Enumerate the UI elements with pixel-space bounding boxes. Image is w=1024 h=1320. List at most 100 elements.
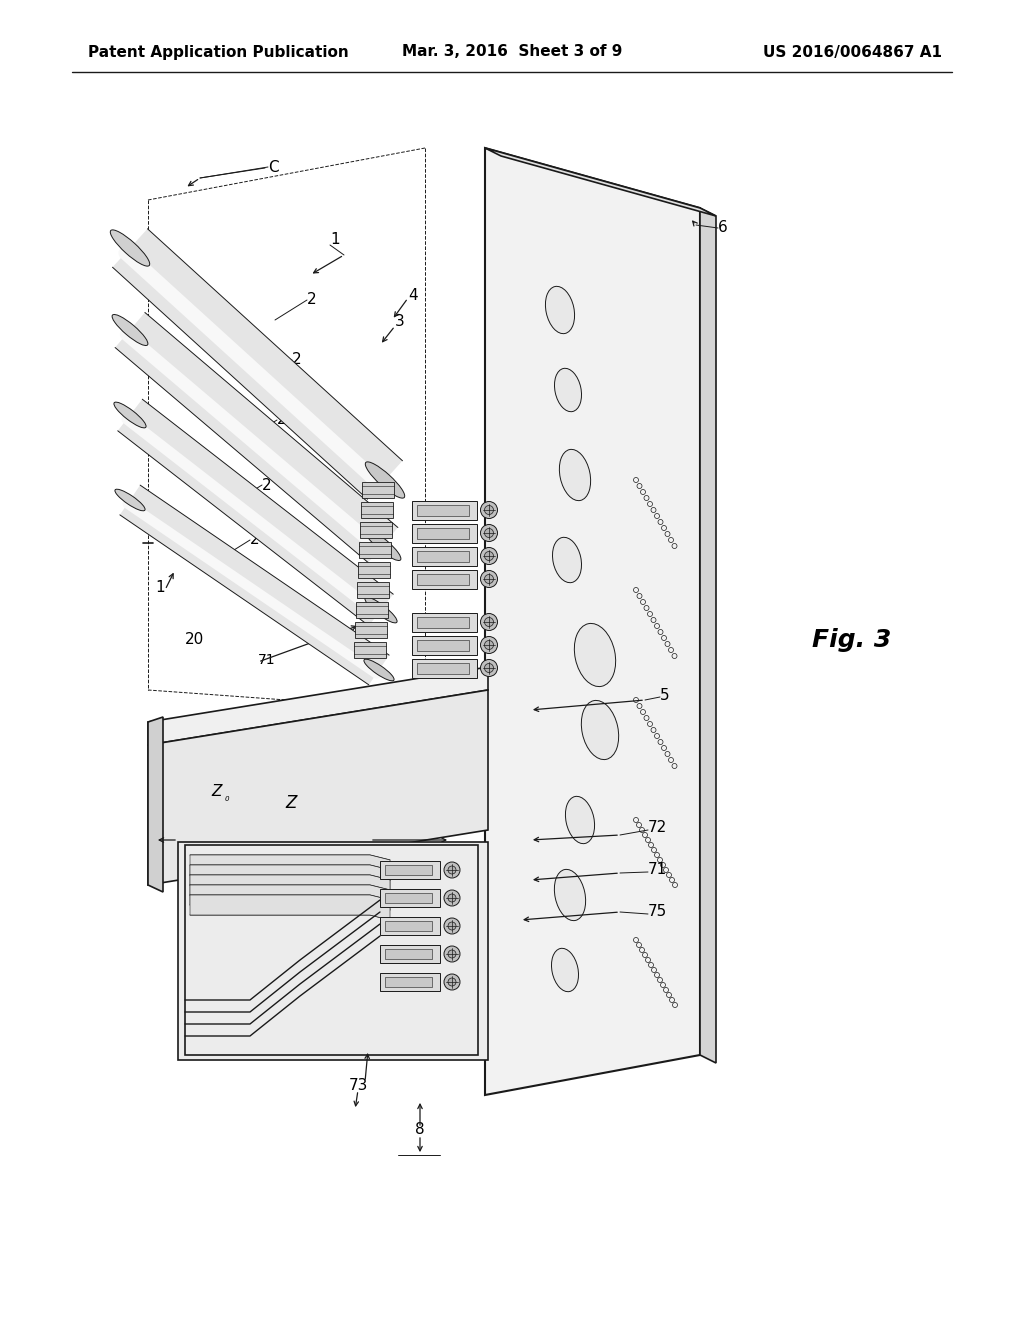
- Bar: [359, 543, 391, 558]
- Polygon shape: [380, 888, 440, 907]
- Polygon shape: [417, 504, 469, 516]
- Ellipse shape: [111, 230, 150, 267]
- Circle shape: [444, 974, 460, 990]
- Ellipse shape: [115, 490, 145, 511]
- Bar: [360, 521, 392, 539]
- Circle shape: [480, 524, 498, 541]
- Ellipse shape: [554, 368, 582, 412]
- Bar: [355, 622, 387, 638]
- Ellipse shape: [574, 623, 615, 686]
- Circle shape: [480, 548, 498, 565]
- Polygon shape: [385, 865, 432, 875]
- Polygon shape: [190, 875, 390, 900]
- Polygon shape: [417, 616, 469, 627]
- Circle shape: [484, 506, 494, 515]
- Circle shape: [444, 890, 460, 906]
- Circle shape: [449, 950, 456, 958]
- Circle shape: [484, 528, 494, 537]
- Circle shape: [444, 862, 460, 878]
- Polygon shape: [190, 855, 390, 880]
- Polygon shape: [190, 895, 390, 920]
- Polygon shape: [412, 524, 477, 543]
- Text: 2: 2: [292, 352, 302, 367]
- Circle shape: [480, 660, 498, 676]
- Polygon shape: [120, 486, 389, 685]
- Polygon shape: [417, 663, 469, 673]
- Circle shape: [484, 664, 494, 672]
- Polygon shape: [380, 945, 440, 964]
- Ellipse shape: [365, 597, 397, 623]
- Ellipse shape: [552, 948, 579, 991]
- Text: Z: Z: [212, 784, 222, 800]
- Circle shape: [480, 502, 498, 519]
- Text: 72: 72: [648, 821, 668, 836]
- Circle shape: [449, 894, 456, 902]
- Ellipse shape: [553, 537, 582, 582]
- Circle shape: [480, 614, 498, 631]
- Text: 2: 2: [278, 412, 287, 428]
- Polygon shape: [148, 690, 488, 884]
- Ellipse shape: [364, 659, 394, 681]
- Polygon shape: [385, 977, 432, 987]
- Polygon shape: [190, 884, 390, 909]
- Polygon shape: [417, 573, 469, 585]
- Polygon shape: [412, 569, 477, 589]
- Polygon shape: [412, 500, 477, 520]
- Polygon shape: [148, 667, 488, 744]
- Ellipse shape: [366, 529, 401, 561]
- Text: Patent Application Publication: Patent Application Publication: [88, 45, 349, 59]
- Text: 1: 1: [330, 232, 340, 248]
- Text: 75: 75: [648, 904, 668, 920]
- Text: Z: Z: [285, 795, 296, 812]
- Text: 71: 71: [258, 653, 275, 667]
- Circle shape: [484, 640, 494, 649]
- Polygon shape: [385, 949, 432, 960]
- Circle shape: [484, 574, 494, 583]
- Bar: [356, 602, 388, 618]
- Polygon shape: [380, 861, 440, 879]
- Polygon shape: [113, 228, 402, 499]
- Circle shape: [484, 552, 494, 561]
- Polygon shape: [385, 894, 432, 903]
- Ellipse shape: [582, 701, 618, 759]
- Polygon shape: [417, 639, 469, 651]
- Polygon shape: [412, 659, 477, 677]
- Text: US 2016/0064867 A1: US 2016/0064867 A1: [763, 45, 942, 59]
- Circle shape: [444, 946, 460, 962]
- Polygon shape: [412, 612, 477, 631]
- Text: 6: 6: [718, 220, 728, 235]
- Polygon shape: [412, 635, 477, 655]
- Polygon shape: [380, 973, 440, 991]
- Ellipse shape: [112, 314, 147, 346]
- Bar: [357, 582, 389, 598]
- Text: Fig. 3: Fig. 3: [812, 628, 891, 652]
- Text: 20: 20: [185, 632, 204, 648]
- Text: 8: 8: [415, 1122, 425, 1138]
- Text: Mar. 3, 2016  Sheet 3 of 9: Mar. 3, 2016 Sheet 3 of 9: [401, 45, 623, 59]
- Circle shape: [480, 636, 498, 653]
- Text: 2: 2: [250, 532, 260, 548]
- Polygon shape: [115, 313, 398, 562]
- Bar: [362, 482, 394, 498]
- Circle shape: [449, 978, 456, 986]
- Polygon shape: [385, 921, 432, 931]
- Polygon shape: [148, 717, 163, 892]
- Polygon shape: [118, 399, 393, 626]
- Circle shape: [484, 618, 494, 627]
- Polygon shape: [417, 528, 469, 539]
- Polygon shape: [178, 842, 488, 1060]
- Text: 5: 5: [660, 688, 670, 702]
- Polygon shape: [485, 148, 716, 216]
- Ellipse shape: [546, 286, 574, 334]
- Ellipse shape: [114, 403, 146, 428]
- Ellipse shape: [554, 870, 586, 920]
- Ellipse shape: [366, 462, 404, 498]
- Polygon shape: [700, 209, 716, 1063]
- Text: 1: 1: [156, 581, 165, 595]
- Circle shape: [444, 917, 460, 935]
- Text: C: C: [268, 160, 279, 174]
- Text: 71: 71: [648, 862, 668, 878]
- Text: 2: 2: [307, 293, 316, 308]
- Polygon shape: [417, 550, 469, 561]
- Bar: [361, 502, 393, 517]
